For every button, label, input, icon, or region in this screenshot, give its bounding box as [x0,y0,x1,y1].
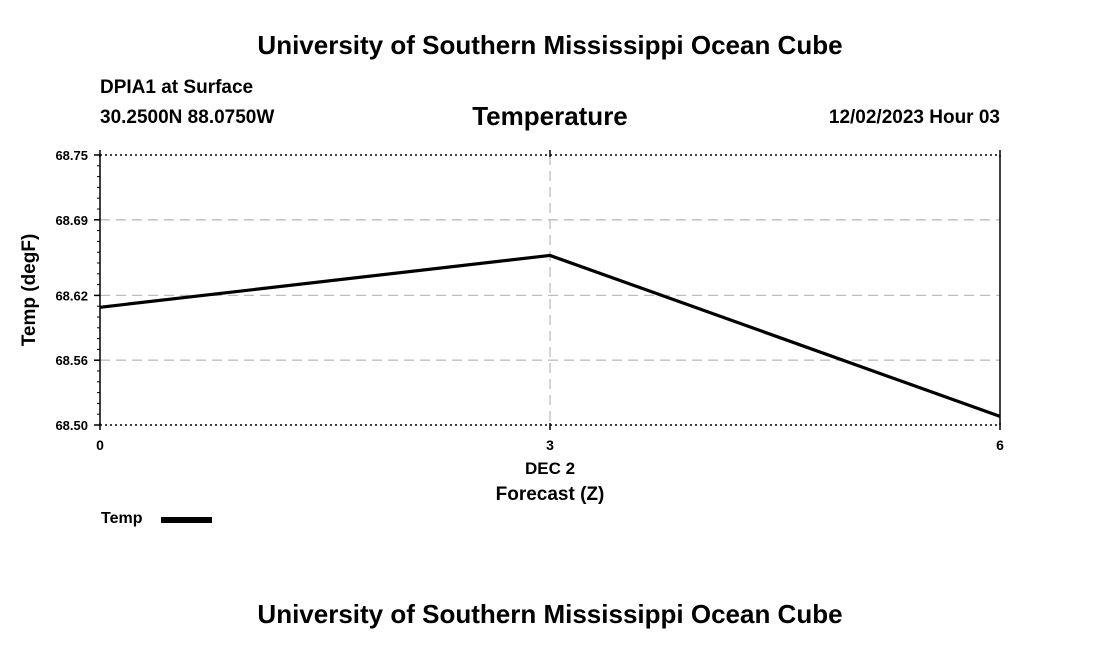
x-axis-label: Forecast (Z) [496,484,605,505]
y-tick-label: 68.50 [55,418,88,433]
footer-title: University of Southern Mississippi Ocean… [257,599,843,629]
y-tick-label: 68.75 [55,148,88,163]
legend-label: Temp [101,510,143,527]
x-tick-label: 0 [96,437,104,453]
series-layer [99,253,1001,418]
y-tick-label: 68.56 [55,353,88,368]
page-title: University of Southern Mississippi Ocean… [257,30,843,60]
x-tick-label: 6 [996,437,1004,453]
datetime-label: 12/02/2023 Hour 03 [828,107,1000,128]
grid-layer [100,155,1000,425]
y-tick-label: 68.62 [55,288,88,303]
y-axis-label: Temp (degF) [19,234,40,347]
station-label: DPIA1 at Surface [100,77,254,98]
axis-ticks: 68.50 68.56 68.62 68.69 68.75 0 3 6 [55,148,1004,453]
legend-swatch [161,517,212,523]
coordinates-label: 30.2500N 88.0750W [100,107,275,128]
chart-title: Temperature [472,101,628,131]
x-tick-label: 3 [546,437,554,453]
x-date-label: DEC 2 [525,459,575,478]
y-tick-label: 68.69 [55,213,88,228]
